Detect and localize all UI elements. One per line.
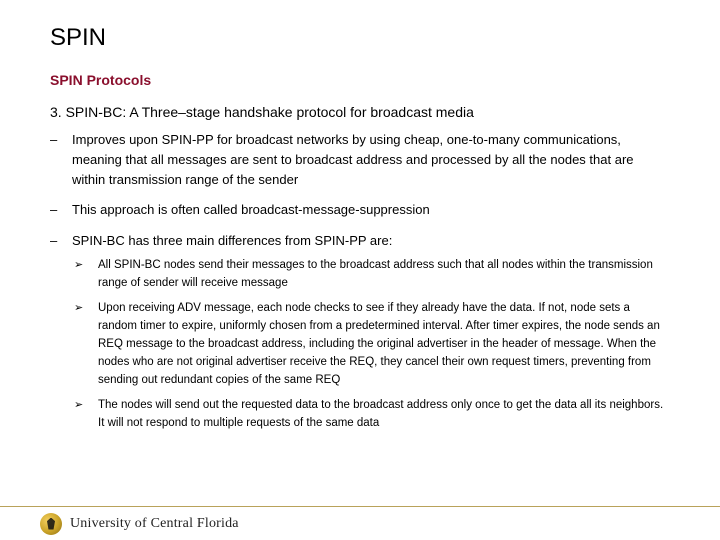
arrow-icon: ➢ [72,397,98,433]
list-item: – Improves upon SPIN-PP for broadcast ne… [50,130,670,190]
list-item-text-span: SPIN-BC has three main differences from … [72,233,392,248]
list-item: – SPIN-BC has three main differences fro… [50,231,670,441]
heading-3-text: SPIN-BC: A Three–stage handshake protoco… [66,104,474,120]
pegasus-seal-icon [40,513,62,535]
list-item-text: Improves upon SPIN-PP for broadcast netw… [72,130,670,190]
slide-title: SPIN [50,24,670,52]
list-item: – This approach is often called broadcas… [50,200,670,220]
level-2-list: ➢ All SPIN-BC nodes send their messages … [72,257,670,433]
footer-inner: University of Central Florida [0,507,720,540]
list-item-text: Upon receiving ADV message, each node ch… [98,300,670,389]
slide-container: SPIN SPIN Protocols 3. SPIN-BC: A Three–… [0,0,720,540]
dash-icon: – [50,200,72,220]
arrow-icon: ➢ [72,300,98,389]
arrow-icon: ➢ [72,257,98,293]
list-item: ➢ Upon receiving ADV message, each node … [72,300,670,389]
heading-3-number: 3. [50,104,62,120]
dash-icon: – [50,231,72,441]
list-item-text: This approach is often called broadcast-… [72,200,670,220]
institution-name: University of Central Florida [70,516,239,532]
list-item: ➢ The nodes will send out the requested … [72,397,670,433]
level-1-list: – Improves upon SPIN-PP for broadcast ne… [50,130,670,441]
list-item-text: All SPIN-BC nodes send their messages to… [98,257,670,293]
dash-icon: – [50,130,72,190]
list-item: ➢ All SPIN-BC nodes send their messages … [72,257,670,293]
list-item-text: SPIN-BC has three main differences from … [72,231,670,441]
list-item-text: The nodes will send out the requested da… [98,397,670,433]
heading-3: 3. SPIN-BC: A Three–stage handshake prot… [50,104,670,120]
footer: University of Central Florida [0,506,720,540]
slide-subtitle: SPIN Protocols [50,72,670,88]
